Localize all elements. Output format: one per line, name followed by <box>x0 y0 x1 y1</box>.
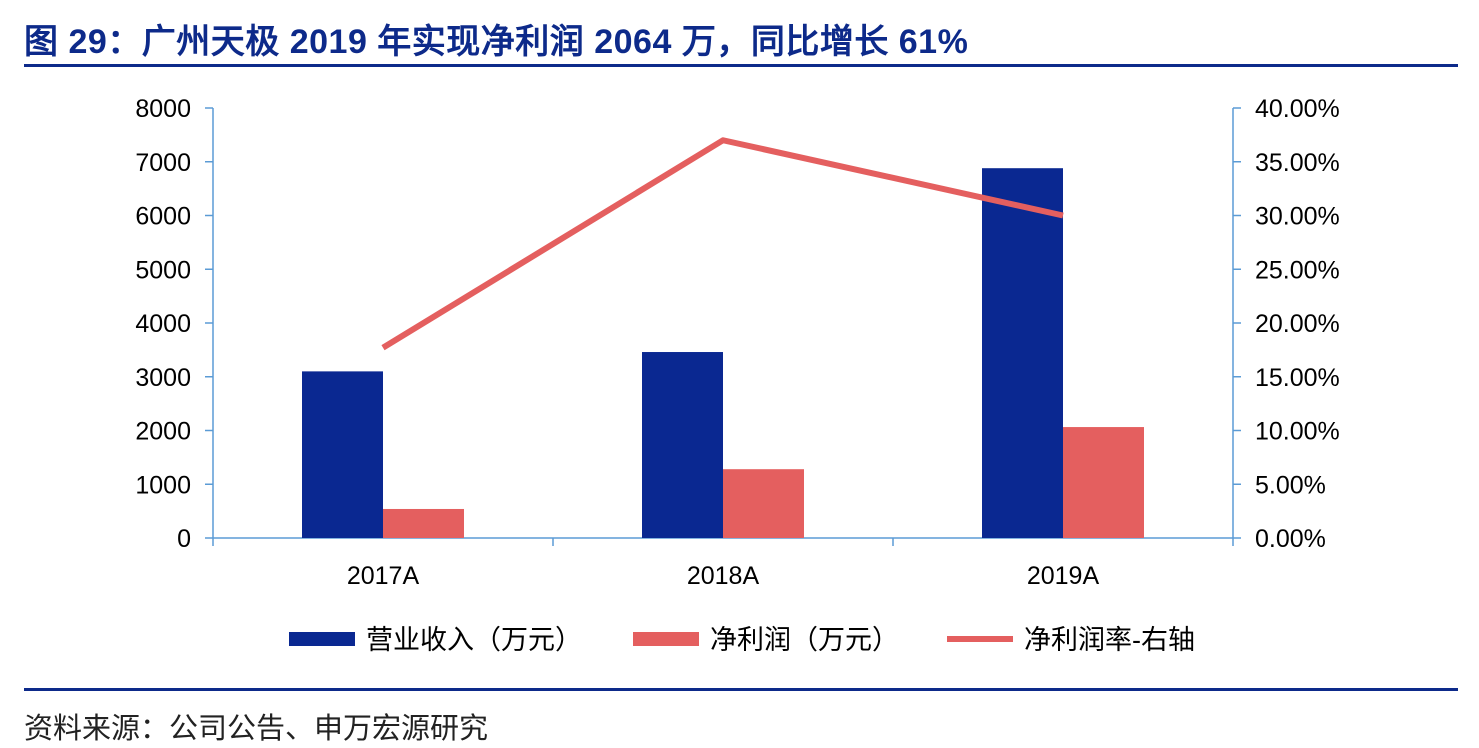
y-tick-label: 1000 <box>135 471 191 499</box>
y2-tick-label: 35.00% <box>1255 149 1340 177</box>
y-tick-label: 2000 <box>135 418 191 446</box>
y2-tick-label: 20.00% <box>1255 310 1340 338</box>
line-net-margin <box>381 137 1064 351</box>
legend-swatch <box>633 632 699 646</box>
chart-area: 0 1000 2000 3000 4000 5000 6000 7000 8000 0.00% 5.… <box>135 95 1340 655</box>
bar-revenue <box>982 168 1063 538</box>
y-tick-label: 7000 <box>135 149 191 177</box>
y2-tick-label: 30.00% <box>1255 203 1340 231</box>
y-tick-label: 6000 <box>135 203 191 231</box>
y-tick-label: 4000 <box>135 310 191 338</box>
y2-tick-label: 5.00% <box>1255 471 1326 499</box>
chart-title: 图 29：广州天极 2019 年实现净利润 2064 万，同比增长 61% <box>24 23 969 61</box>
legend-swatch <box>289 632 355 646</box>
y2-tick-label: 0.00% <box>1255 525 1326 553</box>
x-tick-label: 2017A <box>347 562 420 590</box>
y-tick-label: 5000 <box>135 256 191 284</box>
y-tick-label: 8000 <box>135 95 191 123</box>
source-note: 资料来源：公司公告、申万宏源研究 <box>24 713 489 745</box>
y2-tick-label: 25.00% <box>1255 256 1340 284</box>
legend-label: 净利润率-右轴 <box>1024 625 1195 655</box>
bar-revenue <box>642 352 723 538</box>
bar-net-profit <box>723 469 804 538</box>
y-tick-label: 0 <box>177 525 191 553</box>
legend-label: 净利润（万元） <box>710 625 899 655</box>
bar-net-profit <box>383 508 464 538</box>
bar-net-profit <box>1063 427 1144 538</box>
x-tick-label: 2018A <box>687 562 760 590</box>
source-divider <box>24 688 1458 691</box>
legend-label: 营业收入（万元） <box>366 625 582 655</box>
y2-tick-label: 40.00% <box>1255 95 1340 123</box>
title-divider <box>24 64 1458 67</box>
y2-tick-label: 10.00% <box>1255 418 1340 446</box>
y2-tick-label: 15.00% <box>1255 364 1340 392</box>
x-tick-label: 2019A <box>1027 562 1100 590</box>
y-tick-label: 3000 <box>135 364 191 392</box>
bar-revenue <box>302 371 383 538</box>
